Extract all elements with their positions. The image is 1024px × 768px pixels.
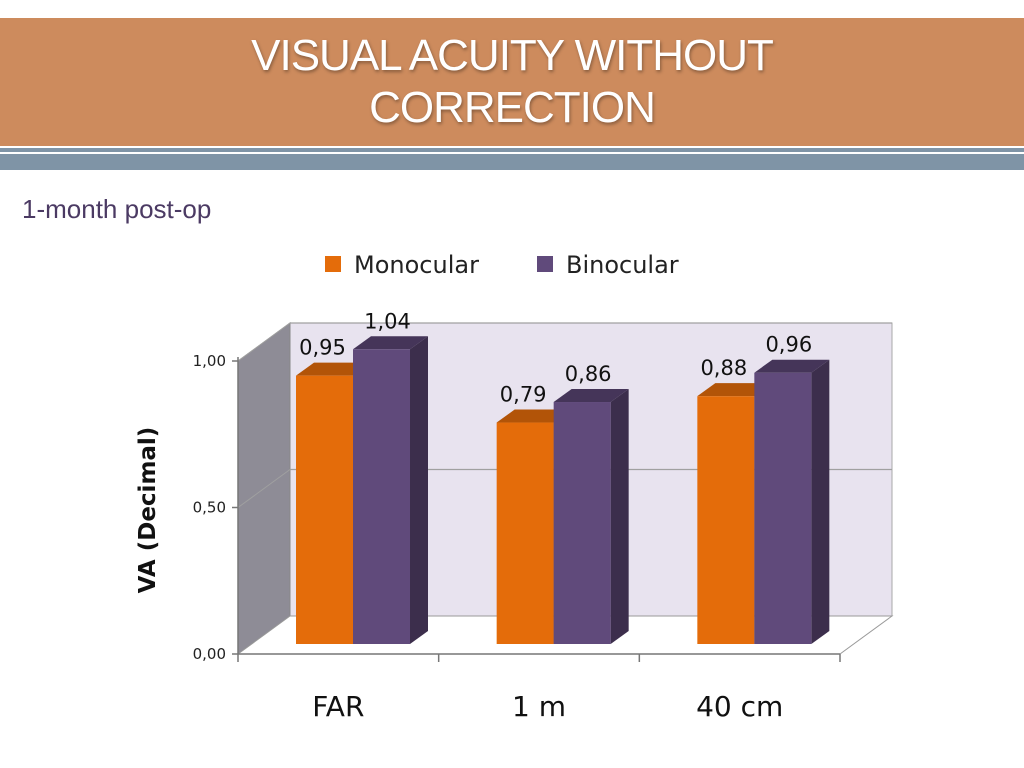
y-tick-label: 1,00	[193, 352, 226, 370]
legend-swatch-monocular	[325, 256, 341, 272]
bar-side-face	[410, 336, 428, 644]
legend-label: Monocular	[354, 251, 479, 279]
gridline-side	[237, 469, 291, 508]
data-label: 0,79	[500, 383, 547, 407]
y-tick-label: 0,00	[193, 645, 226, 663]
legend-swatch-binocular	[537, 256, 553, 272]
bar-top-face	[353, 336, 428, 350]
bar-top-face	[496, 409, 572, 423]
data-label: 0,88	[700, 356, 747, 380]
data-label: 0,96	[765, 333, 812, 357]
bar-top-face	[754, 359, 830, 373]
bar-top-face	[296, 362, 371, 376]
data-label: 1,04	[364, 309, 411, 333]
x-tick-label: 1 m	[512, 690, 566, 723]
bar-top-face	[553, 389, 629, 403]
x-tick-label: 40 cm	[696, 690, 783, 723]
legend-label: Binocular	[566, 251, 679, 279]
bar-top-face	[697, 383, 773, 397]
divider-band-thin	[0, 148, 1024, 152]
bar-monocular-2	[697, 396, 755, 644]
bar-monocular-1	[496, 422, 554, 644]
gridline-side	[237, 322, 291, 362]
bar-binocular-1	[553, 402, 611, 644]
bar-binocular-0	[353, 349, 410, 644]
bar-side-face	[811, 359, 830, 644]
divider-band	[0, 154, 1024, 170]
data-label: 0,86	[565, 362, 612, 386]
title-banner: VISUAL ACUITY WITHOUT CORRECTION	[0, 18, 1024, 146]
slide-title: VISUAL ACUITY WITHOUT CORRECTION	[251, 31, 774, 132]
data-label: 0,95	[299, 336, 346, 360]
bar-binocular-2	[754, 372, 812, 644]
x-tick-label: FAR	[312, 690, 364, 723]
bar-monocular-0	[296, 375, 353, 644]
y-tick-label: 0,50	[193, 499, 226, 517]
slide-subtitle: 1-month post-op	[22, 194, 212, 224]
bar-side-face	[610, 389, 629, 644]
y-axis-label: VA (Decimal)	[135, 427, 161, 594]
